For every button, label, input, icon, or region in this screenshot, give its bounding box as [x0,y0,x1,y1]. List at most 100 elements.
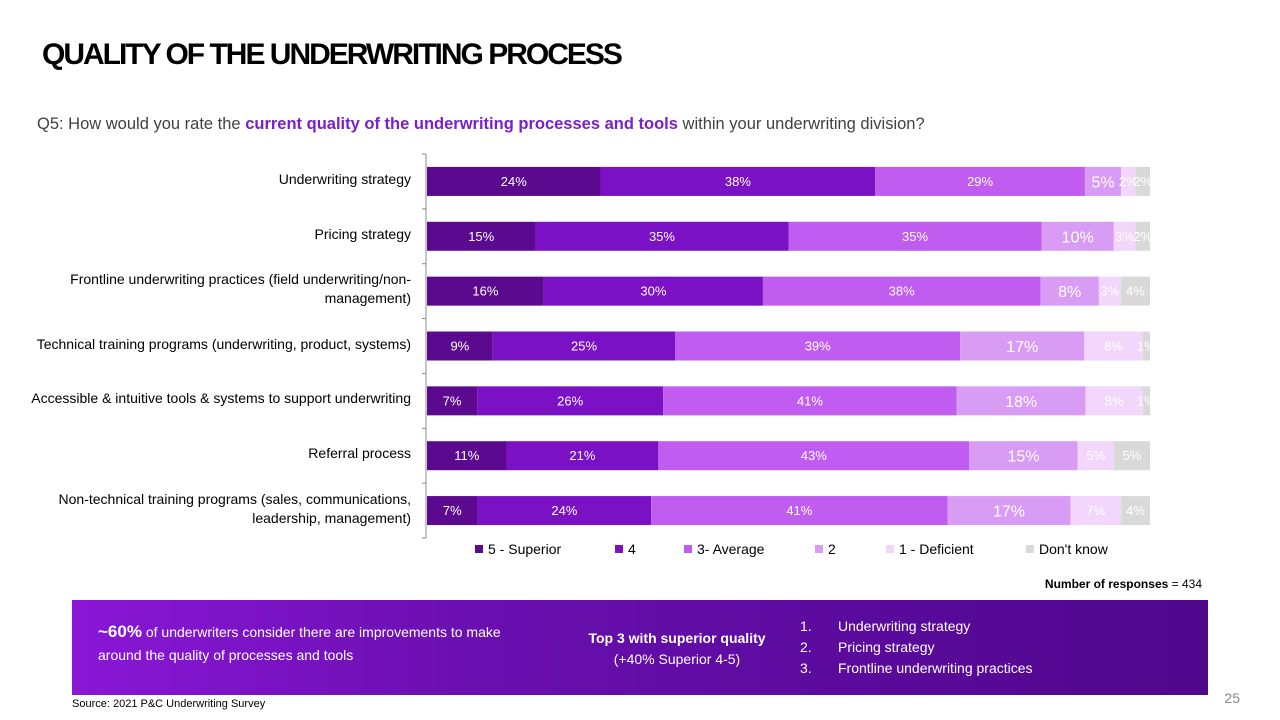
bar-segment [1121,496,1150,526]
responses-value: = 434 [1168,577,1202,591]
bar-segment [969,441,1078,471]
bar-segment [651,496,948,526]
bar-segment [1040,276,1099,306]
bar-segment [1142,331,1150,361]
page-number: 25 [1224,690,1240,706]
data-label: 38% [889,284,915,299]
list-item: 2. Pricing strategy [800,637,1033,658]
bar-segment [1142,386,1150,416]
bar-segment [492,331,676,361]
data-label: 21% [569,448,595,463]
data-label: 7% [1086,503,1105,518]
question-prefix: Q5: How would you rate the [37,115,246,133]
data-label: 41% [797,393,823,408]
list-item-number: 3. [800,660,812,676]
bar-segment [477,386,664,416]
data-label: 35% [649,229,675,244]
list-item: 1. Underwriting strategy [800,616,1033,637]
bar-segment [1120,276,1150,306]
bar-segment [960,331,1085,361]
stat-percent: ~60% [98,622,142,641]
legend-swatch [815,545,823,553]
bar-segment [1098,276,1121,306]
chart-legend: 5 - Superior 4 3- Average 2 1 - Deficient Don… [0,541,1280,559]
bar-segment [427,441,507,471]
bar-segment [663,386,957,416]
data-label: 43% [801,448,827,463]
legend-entry: 4 [615,541,636,557]
data-label: 7% [443,503,462,518]
bar-segment [788,221,1042,251]
legend-swatch [886,545,894,553]
bar-segment [1084,331,1143,361]
legend-swatch [684,545,692,553]
data-label: 15% [1007,449,1039,466]
list-item: 3. Frontline underwriting practices [800,658,1033,679]
bar-segment [1084,166,1122,196]
category-label: Accessible & intuitive tools & systems t… [31,390,411,407]
data-label: 4% [1126,503,1145,518]
data-label: 17% [1006,339,1038,356]
data-label: 39% [805,339,831,354]
data-label: 16% [472,284,498,299]
data-label: 30% [640,284,666,299]
bar-segment [1135,221,1150,251]
data-label: 15% [468,229,494,244]
bar-segment [506,441,659,471]
data-label: 3% [1100,284,1119,299]
legend-swatch [475,545,483,553]
list-item-text: Frontline underwriting practices [838,660,1033,676]
data-label: 10% [1062,229,1094,246]
data-label: 18% [1005,394,1037,411]
category-label: Underwriting strategy [278,170,411,187]
top3-subtitle: (+40% Superior 4-5) [613,651,741,667]
category-label: Pricing strategy [314,225,411,242]
list-item-number: 2. [800,639,812,655]
bar-segment [427,221,536,251]
data-label: 8% [1104,339,1123,354]
bar-segment [658,441,970,471]
bar-segment [427,166,601,196]
top3-title: Top 3 with superior quality [588,630,766,646]
data-label: 24% [501,174,527,189]
bar-segment [956,386,1086,416]
bar-segment [675,331,961,361]
top3-list: 1. Underwriting strategy 2. Pricing strate… [800,616,1033,679]
question-text: Q5: How would you rate the current quali… [37,115,925,134]
data-label: 38% [725,174,751,189]
responses-label: Number of responses [1044,577,1169,591]
data-label: 41% [786,503,812,518]
bar-segment [1070,496,1122,526]
data-label: 1% [1137,393,1156,408]
bar-segment [427,331,493,361]
data-label: 5% [1123,448,1142,463]
top3-block: Top 3 with superior quality (+40% Superi… [572,628,782,670]
legend-swatch [615,545,623,553]
data-label: 2% [1119,174,1138,189]
bar-segment [1135,166,1150,196]
bar-segment [427,496,478,526]
data-label: 7% [443,393,462,408]
category-label: Non-technical training programs (sales, … [58,490,411,526]
legend-swatch [1026,545,1034,553]
legend-entry: Don't know [1026,541,1108,557]
data-label: 24% [551,503,577,518]
bar-segment [1113,221,1136,251]
data-label: 1% [1137,339,1156,354]
bar-segment [600,166,876,196]
legend-entry: 5 - Superior [475,541,561,557]
data-label: 8% [1105,393,1124,408]
bar-segment [427,386,478,416]
data-label: 25% [571,339,597,354]
data-label: 8% [1058,284,1081,301]
stat-block: ~60% of underwriters consider there are … [98,620,518,667]
bar-segment [1041,221,1114,251]
legend-label: 2 [828,541,836,557]
bar-segment [477,496,652,526]
list-item-text: Pricing strategy [838,639,935,655]
bar-segment [875,166,1085,196]
legend-entry: 1 - Deficient [886,541,974,557]
question-highlight: current quality of the underwriting proc… [245,115,678,133]
legend-label: 5 - Superior [488,541,562,557]
category-label: Frontline underwriting practices (field … [70,271,411,307]
